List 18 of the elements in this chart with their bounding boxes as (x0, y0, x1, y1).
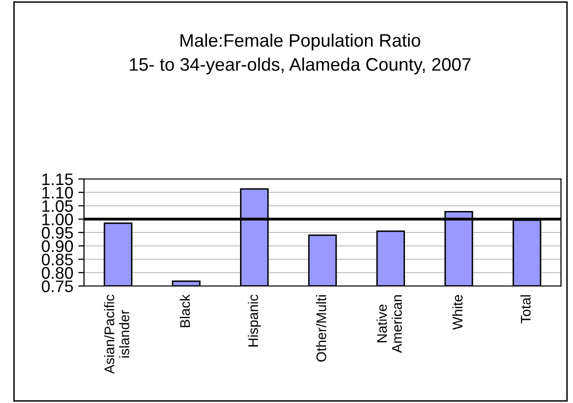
y-tick-label: 1.00 (42, 214, 73, 226)
y-tick-label: 1.05 (42, 200, 73, 212)
y-tick-label: 0.95 (42, 226, 73, 239)
x-tick-label: Total (520, 295, 531, 324)
x-tick-label: Other/Multi (316, 295, 326, 362)
y-tick-label: 0.75 (42, 280, 73, 292)
y-tick-label: 0.90 (42, 240, 73, 252)
x-tick-label: Native American (376, 295, 402, 353)
chart-title: Male:Female Population Ratio (180, 34, 420, 50)
x-tick-label: Asian/Pacific islander (104, 294, 130, 374)
y-tick-label: 0.80 (42, 267, 73, 279)
x-tick-label: Black (180, 294, 190, 328)
x-tick-label: Hispanic (248, 294, 261, 346)
y-tick-label: 1.10 (42, 186, 73, 199)
x-tick-label: White (452, 294, 463, 330)
y-tick-label: 0.85 (42, 254, 73, 266)
y-tick-label: 1.15 (42, 174, 73, 186)
chart-subtitle: 15- to 34-year-olds, Alameda County, 2007 (130, 58, 471, 74)
